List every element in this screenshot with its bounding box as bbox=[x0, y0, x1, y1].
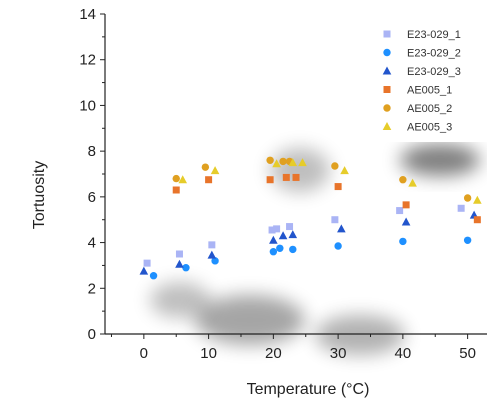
data-point bbox=[396, 207, 404, 215]
data-point bbox=[175, 250, 183, 258]
data-point bbox=[457, 204, 465, 212]
y-tick-label: 0 bbox=[88, 326, 96, 343]
data-point bbox=[201, 163, 210, 171]
x-tick-label: 50 bbox=[459, 345, 476, 362]
data-point bbox=[334, 242, 342, 250]
shadow-blob-3 bbox=[315, 315, 405, 355]
data-point bbox=[266, 156, 274, 164]
y-tick-label: 2 bbox=[88, 280, 96, 297]
axes: 0 2 4 6 8 10 12 14 0 10 20 30 40 50 bbox=[79, 6, 487, 362]
data-point bbox=[149, 272, 158, 280]
data-point bbox=[298, 158, 307, 167]
data-point bbox=[211, 257, 219, 265]
shadow-blob-2 bbox=[195, 295, 305, 345]
legend-label: E23-029_3 bbox=[407, 66, 461, 78]
legend-marker bbox=[383, 86, 391, 93]
y-tick-label: 10 bbox=[79, 97, 96, 114]
data-point bbox=[282, 173, 290, 181]
data-point bbox=[143, 259, 151, 267]
legend-label: E23-029_1 bbox=[407, 29, 461, 41]
data-point bbox=[175, 259, 184, 268]
y-tick-label: 6 bbox=[88, 189, 96, 206]
series-E23-029_3 bbox=[139, 210, 479, 275]
data-point bbox=[402, 201, 410, 209]
x-tick-label: 40 bbox=[395, 345, 412, 362]
data-point bbox=[289, 245, 297, 254]
series-E23-029_2 bbox=[149, 236, 472, 280]
data-point bbox=[279, 157, 287, 166]
x-axis-title: Temperature (°C) bbox=[247, 381, 370, 398]
series-AE005_1 bbox=[172, 173, 481, 224]
background-shadow bbox=[150, 144, 480, 355]
legend-marker bbox=[383, 48, 391, 57]
data-point bbox=[463, 194, 472, 202]
data-point bbox=[292, 173, 300, 181]
data-point bbox=[178, 175, 188, 184]
data-point bbox=[266, 176, 274, 184]
data-point bbox=[172, 186, 180, 194]
data-point bbox=[401, 217, 411, 226]
data-point bbox=[269, 248, 278, 256]
x-tick-label: 10 bbox=[200, 345, 217, 362]
y-tick-label: 12 bbox=[79, 52, 96, 69]
data-point bbox=[337, 224, 346, 233]
legend-label: AE005_3 bbox=[407, 122, 452, 134]
y-axis-title: Tortuosity bbox=[31, 161, 48, 229]
data-point bbox=[399, 237, 407, 246]
legend-marker bbox=[382, 66, 392, 75]
legend-label: AE005_2 bbox=[407, 103, 452, 115]
data-point bbox=[273, 225, 281, 233]
data-point bbox=[268, 226, 276, 234]
data-point bbox=[172, 174, 180, 183]
y-tick-label: 4 bbox=[88, 235, 96, 252]
data-point bbox=[269, 235, 278, 244]
legend-box bbox=[368, 20, 487, 142]
legend-marker bbox=[383, 30, 391, 38]
x-tick-label: 30 bbox=[330, 345, 347, 362]
legend: E23-029_1 E23-029_2 E23-029_3 AE005_1 AE005_… bbox=[368, 20, 487, 142]
series-AE005_2 bbox=[172, 156, 472, 202]
data-points bbox=[139, 156, 482, 280]
data-point bbox=[473, 195, 482, 204]
y-tick-label: 8 bbox=[88, 143, 96, 160]
data-point bbox=[182, 264, 190, 272]
data-point bbox=[331, 216, 339, 224]
legend-marker bbox=[383, 104, 391, 112]
legend-label: E23-029_2 bbox=[407, 48, 461, 60]
data-point bbox=[272, 159, 281, 168]
series-AE005_3 bbox=[178, 158, 482, 204]
y-tick-label: 14 bbox=[79, 6, 96, 23]
shadow-blob-1 bbox=[270, 148, 330, 192]
data-point bbox=[139, 266, 149, 275]
x-tick-label: 0 bbox=[140, 345, 148, 362]
shadow-blob-4 bbox=[150, 282, 210, 318]
shadow-blob-0 bbox=[400, 144, 480, 176]
data-point bbox=[276, 244, 284, 252]
series-E23-029_1 bbox=[143, 204, 465, 267]
data-point bbox=[286, 223, 294, 231]
data-point bbox=[288, 230, 298, 239]
data-point bbox=[331, 162, 339, 170]
data-point bbox=[205, 176, 213, 184]
data-point bbox=[463, 236, 472, 244]
data-point bbox=[210, 166, 220, 175]
data-point bbox=[408, 178, 417, 187]
data-point bbox=[208, 241, 216, 249]
data-point bbox=[207, 250, 217, 259]
data-point bbox=[340, 166, 349, 175]
data-point bbox=[288, 158, 298, 167]
legend-label: AE005_1 bbox=[407, 85, 452, 97]
data-point bbox=[473, 216, 481, 224]
x-tick-label: 20 bbox=[265, 345, 282, 362]
data-point bbox=[334, 183, 342, 191]
data-point bbox=[278, 231, 288, 240]
data-point bbox=[399, 176, 407, 184]
legend-marker bbox=[382, 122, 392, 130]
